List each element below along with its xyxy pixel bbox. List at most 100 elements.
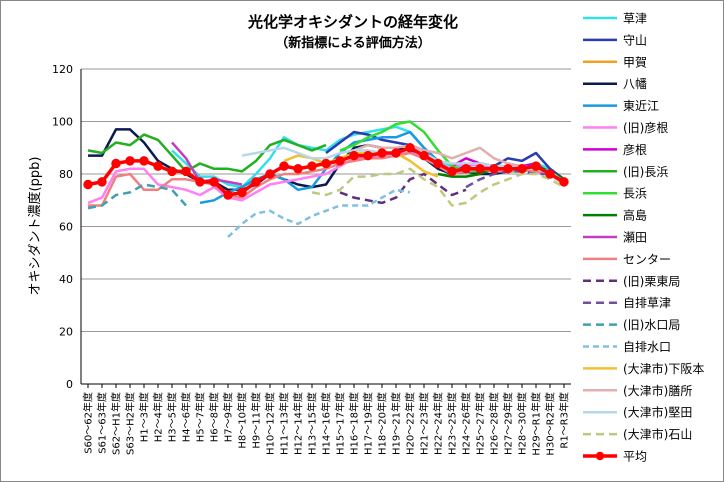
series-15 [227, 188, 411, 238]
x-tick-label: H4～6年度 [180, 392, 193, 442]
x-tick-label: H20～22年度 [404, 392, 417, 455]
legend-label: (大津市)堅田 [623, 405, 692, 420]
legend-label: 草津 [623, 12, 647, 26]
x-tick-label: H15～17年度 [334, 392, 347, 455]
x-tick-label: H21～23年度 [418, 392, 431, 455]
legend-label: 自排水口 [623, 340, 671, 354]
y-tick-label: 20 [59, 326, 73, 339]
series-line [87, 151, 565, 205]
x-tick-label: H1～3年度 [138, 392, 151, 442]
data-point [447, 166, 457, 177]
axes: 0 20 40 60 80 100 120 S60～62年度 S61～63年度 S62～H1年度 S… [52, 63, 571, 456]
x-tick-label: H18～20年度 [376, 392, 389, 455]
data-point [111, 158, 121, 169]
legend-item: (大津市)下阪本 [583, 361, 704, 376]
data-point [419, 150, 429, 161]
legend-label: 自排草津 [623, 296, 671, 310]
legend-item: 自排水口 [583, 340, 671, 354]
data-point [279, 161, 289, 171]
series-7 [87, 133, 327, 173]
y-tick-label: 80 [59, 168, 73, 181]
legend-label: (旧)栗東局 [623, 274, 680, 288]
legend-label: センター [623, 252, 671, 266]
data-point [531, 161, 541, 171]
legend-item: (大津市)石山 [583, 427, 692, 442]
x-tick-label: S60～62年度 [82, 392, 95, 454]
x-tick-label: S61～63年度 [96, 392, 109, 454]
data-point [223, 190, 233, 200]
series-5 [87, 151, 565, 205]
legend-label: 瀬田 [623, 231, 647, 245]
y-tick-label: 60 [59, 221, 73, 234]
data-point [209, 177, 219, 187]
legend-label: 守山 [623, 33, 647, 47]
data-point [517, 164, 527, 174]
x-tick-label: H7～9年度 [222, 392, 235, 442]
data-point [489, 164, 499, 174]
legend-item: センター [583, 252, 671, 266]
x-tick-label: H3～5年度 [166, 392, 179, 442]
x-tick-label: H5～7年度 [194, 392, 207, 442]
data-point [237, 187, 247, 198]
series-line [87, 133, 327, 173]
series-line [87, 183, 187, 210]
data-point [461, 164, 471, 174]
legend-item: (旧)長浜 [583, 165, 668, 179]
x-tick-label: H28～30年度 [516, 392, 529, 455]
legend-label: 長浜 [623, 187, 647, 201]
x-tick-label: S62～H1年度 [110, 392, 123, 455]
data-point [335, 156, 345, 166]
series-20 [83, 143, 569, 200]
data-point [97, 177, 107, 187]
series-line [339, 172, 467, 205]
y-tick-label: 0 [66, 378, 73, 391]
legend-item: 守山 [583, 33, 647, 47]
gridlines [81, 68, 571, 385]
data-point [363, 150, 373, 161]
legend-label: (大津市)下阪本 [623, 361, 704, 376]
x-tick-label: H27～29年度 [502, 392, 515, 455]
legend-label: 東近江 [623, 99, 659, 113]
x-tick-label: H24～26年度 [460, 392, 473, 455]
x-tick-label: S63～H2年度 [124, 392, 137, 455]
data-point [167, 166, 177, 177]
x-tick-label: H8～10年度 [236, 392, 249, 449]
x-tick-label: H10～12年度 [264, 392, 277, 455]
legend-item: 東近江 [583, 99, 659, 113]
legend-label: 八幡 [623, 76, 647, 91]
x-tick-label: R1～R3年度 [558, 392, 571, 449]
x-tick-label: H13～15年度 [306, 392, 319, 455]
x-tick-label: H16～18年度 [348, 392, 361, 455]
legend-item: 平均 [583, 450, 647, 464]
x-tick-label: H6～8年度 [208, 392, 221, 442]
legend-item: (大津市)膳所 [583, 383, 692, 398]
legend-item: 高島 [583, 208, 647, 223]
x-tick-label: H2～4年度 [152, 392, 165, 442]
data-point [391, 148, 401, 158]
legend-item: 瀬田 [583, 231, 647, 245]
chart-title: 光化学オキシダントの経年変化 [247, 13, 458, 31]
x-tick-label: H19～21年度 [390, 392, 403, 455]
legend-item: 草津 [583, 12, 647, 26]
data-point [153, 161, 163, 171]
x-tick-label: H17～19年度 [362, 392, 375, 455]
legend-item: 八幡 [583, 76, 647, 91]
data-point [293, 164, 303, 174]
legend-label: (旧)水口局 [623, 318, 680, 332]
legend-item: (大津市)堅田 [583, 405, 692, 420]
data-point [475, 164, 485, 174]
y-tick-label: 40 [59, 273, 73, 286]
legend-marker [595, 451, 605, 461]
data-point [377, 148, 387, 158]
series-line [311, 167, 565, 207]
data-point [195, 177, 205, 187]
data-point [503, 164, 513, 174]
series-lines [83, 120, 569, 238]
data-point [545, 169, 555, 179]
x-tick-label: H14～16年度 [320, 392, 333, 455]
data-point [139, 156, 149, 166]
data-point [265, 169, 275, 179]
legend-item: (旧)彦根 [583, 120, 668, 135]
